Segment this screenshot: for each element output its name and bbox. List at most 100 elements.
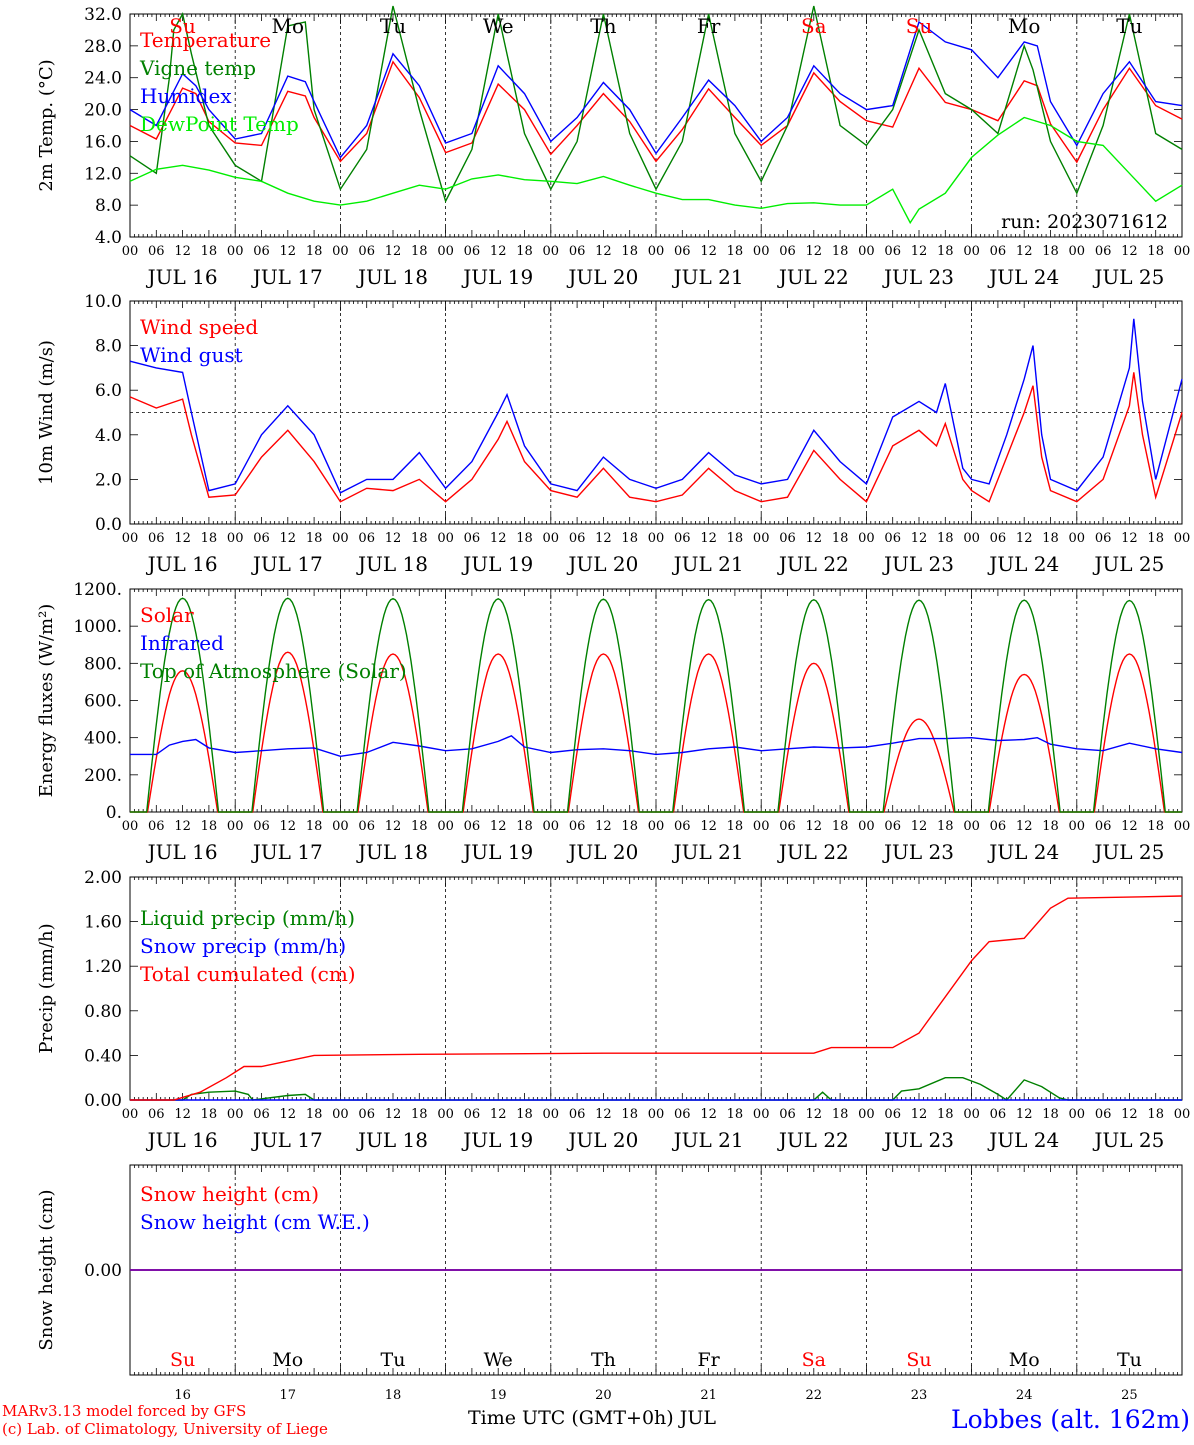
precip-y-axis-label: Precip (mm/h) bbox=[36, 923, 57, 1053]
wind-hour-label: 12 bbox=[490, 531, 507, 546]
energy-hour-label: 18 bbox=[411, 819, 428, 834]
temperature-date-label: JUL 17 bbox=[251, 265, 323, 289]
snow-day-abbr: Tu bbox=[1117, 1349, 1142, 1371]
wind-legend-wind-gust: Wind gust bbox=[140, 343, 243, 367]
temperature-y-tick-label: 12.0 bbox=[84, 164, 122, 184]
temperature-hour-label: 06 bbox=[1095, 244, 1112, 259]
wind-hour-label: 00 bbox=[1069, 531, 1086, 546]
temperature-run-annotation: run: 2023071612 bbox=[1001, 211, 1168, 233]
energy-hour-label: 06 bbox=[779, 819, 796, 834]
temperature-date-label: JUL 20 bbox=[566, 265, 638, 289]
temperature-hour-label: 12 bbox=[174, 244, 191, 259]
precip-hour-label: 18 bbox=[727, 1107, 744, 1122]
energy-hour-label: 00 bbox=[122, 819, 139, 834]
energy-hour-label: 06 bbox=[674, 819, 691, 834]
temperature-hour-label: 00 bbox=[963, 244, 980, 259]
temperature-hour-label: 06 bbox=[569, 244, 586, 259]
temperature-hour-label: 00 bbox=[1069, 244, 1086, 259]
snow-day-number: 19 bbox=[490, 1388, 507, 1403]
precip-hour-label: 12 bbox=[1121, 1107, 1138, 1122]
temperature-hour-label: 18 bbox=[832, 244, 849, 259]
wind-hour-label: 00 bbox=[963, 531, 980, 546]
wind-hour-label: 12 bbox=[595, 531, 612, 546]
energy-hour-label: 18 bbox=[1042, 819, 1059, 834]
temperature-hour-label: 18 bbox=[201, 244, 218, 259]
temperature-legend-vigne-temp: Vigne temp bbox=[139, 56, 256, 80]
wind-hour-label: 18 bbox=[411, 531, 428, 546]
precip-date-label: JUL 17 bbox=[251, 1128, 323, 1152]
temperature-hour-label: 18 bbox=[1147, 244, 1164, 259]
energy-hour-label: 12 bbox=[700, 819, 717, 834]
temperature-hour-label: 00 bbox=[122, 244, 139, 259]
wind-hour-label: 18 bbox=[516, 531, 533, 546]
energy-frame bbox=[129, 588, 1183, 813]
energy-series-infrared bbox=[130, 734, 1183, 758]
wind-hour-label: 18 bbox=[937, 531, 954, 546]
wind-hour-label: 00 bbox=[437, 531, 454, 546]
wind-hour-label: 18 bbox=[201, 531, 218, 546]
precip-legend-total-cumulated-cm: Total cumulated (cm) bbox=[140, 962, 356, 986]
wind-hour-label: 12 bbox=[280, 531, 297, 546]
credit-line-1: MARv3.13 model forced by GFS bbox=[2, 1402, 246, 1420]
day-abbr: Th bbox=[590, 14, 616, 38]
temperature-y-tick-label: 28.0 bbox=[84, 37, 122, 57]
wind-hour-label: 06 bbox=[569, 531, 586, 546]
wind-hour-label: 00 bbox=[122, 531, 139, 546]
wind-date-label: JUL 21 bbox=[672, 552, 744, 576]
energy-hour-label: 00 bbox=[648, 819, 665, 834]
wind-date-label: JUL 20 bbox=[566, 552, 638, 576]
temperature-hour-label: 18 bbox=[516, 244, 533, 259]
wind-hour-label: 00 bbox=[858, 531, 875, 546]
temperature-date-label: JUL 24 bbox=[987, 265, 1059, 289]
precip-hour-label: 00 bbox=[332, 1107, 349, 1122]
wind-y-tick-label: 6.0 bbox=[95, 381, 122, 401]
wind-date-label: JUL 17 bbox=[251, 552, 323, 576]
energy-hour-label: 18 bbox=[937, 819, 954, 834]
wind-hour-label: 18 bbox=[727, 531, 744, 546]
energy-y-tick-label: 1200. bbox=[73, 580, 122, 600]
snow-day-number: 16 bbox=[174, 1388, 191, 1403]
snow-day-abbr: Mo bbox=[272, 1349, 303, 1371]
precip-hour-label: 12 bbox=[595, 1107, 612, 1122]
credit-line-2: (c) Lab. of Climatology, University of L… bbox=[2, 1420, 328, 1438]
snow-day-abbr: Th bbox=[591, 1349, 616, 1371]
precip-hour-label: 18 bbox=[621, 1107, 638, 1122]
snow-day-abbr: Tu bbox=[381, 1349, 406, 1371]
precip-hour-label: 06 bbox=[569, 1107, 586, 1122]
wind-hour-label: 06 bbox=[464, 531, 481, 546]
precip-hour-label: 18 bbox=[201, 1107, 218, 1122]
precip-hour-label: 06 bbox=[253, 1107, 270, 1122]
energy-hour-label: 12 bbox=[911, 819, 928, 834]
wind-hour-label: 00 bbox=[648, 531, 665, 546]
snow-day-number: 18 bbox=[385, 1388, 402, 1403]
precip-hour-label: 18 bbox=[306, 1107, 323, 1122]
snow-day-abbr: Mo bbox=[1009, 1349, 1040, 1371]
temperature-y-axis-label: 2m Temp. (°C) bbox=[36, 59, 57, 191]
temperature-series-temperature bbox=[129, 60, 1183, 164]
temperature-hour-label: 12 bbox=[280, 244, 297, 259]
wind-date-label: JUL 25 bbox=[1092, 552, 1164, 576]
precip-date-label: JUL 25 bbox=[1092, 1128, 1164, 1152]
day-abbr: Tu bbox=[1116, 14, 1142, 38]
temperature-hour-label: 00 bbox=[543, 244, 560, 259]
temperature-legend-dewpoint-temp: DewPoint Temp bbox=[140, 112, 299, 136]
precip-legend-snow-precip-mm-h: Snow precip (mm/h) bbox=[140, 934, 346, 958]
energy-hour-label: 06 bbox=[1095, 819, 1112, 834]
wind-hour-label: 12 bbox=[1121, 531, 1138, 546]
energy-date-label: JUL 20 bbox=[566, 840, 638, 864]
temperature-hour-label: 12 bbox=[1016, 244, 1033, 259]
day-abbr: Mo bbox=[272, 14, 305, 38]
energy-legend-solar: Solar bbox=[140, 603, 194, 627]
energy-hour-label: 00 bbox=[1174, 819, 1191, 834]
day-abbr: Tu bbox=[380, 14, 406, 38]
precip-series-total-cumulated-cm bbox=[130, 895, 1183, 1101]
precip-hour-label: 12 bbox=[806, 1107, 823, 1122]
temperature-date-label: JUL 18 bbox=[356, 265, 428, 289]
wind-hour-label: 18 bbox=[832, 531, 849, 546]
wind-hour-label: 18 bbox=[1042, 531, 1059, 546]
precip-hour-label: 12 bbox=[490, 1107, 507, 1122]
energy-hour-label: 12 bbox=[1121, 819, 1138, 834]
temperature-date-label: JUL 16 bbox=[146, 265, 218, 289]
energy-hour-label: 18 bbox=[516, 819, 533, 834]
wind-hour-label: 12 bbox=[911, 531, 928, 546]
